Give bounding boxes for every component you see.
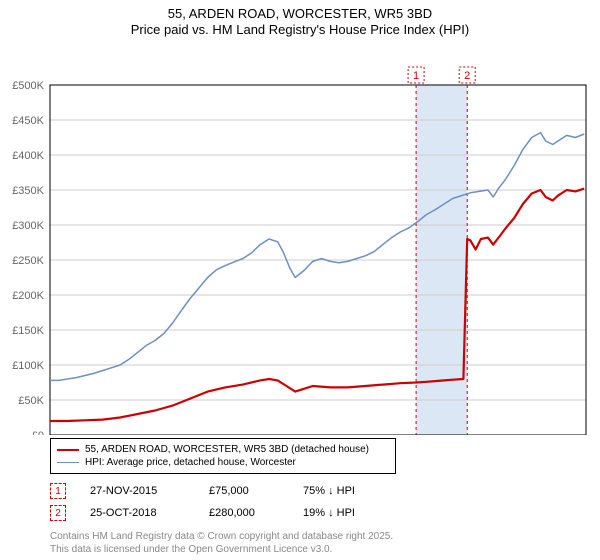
y-tick-label: £50K <box>18 395 44 407</box>
sale-diff: 75% ↓ HPI <box>303 485 393 497</box>
sale-marker-label: 1 <box>413 70 419 82</box>
legend-swatch <box>57 449 79 451</box>
y-tick-label: £400K <box>12 150 44 162</box>
sale-row: 2 25-OCT-2018 £280,000 19% ↓ HPI <box>50 502 393 524</box>
legend-label: HPI: Average price, detached house, Worc… <box>85 457 296 468</box>
y-tick-label: £300K <box>12 220 44 232</box>
y-tick-label: £500K <box>12 80 44 92</box>
y-tick-label: £450K <box>12 115 44 127</box>
sale-date: 25-OCT-2018 <box>90 507 185 519</box>
sale-diff: 19% ↓ HPI <box>303 507 393 519</box>
y-tick-label: £150K <box>12 325 44 337</box>
legend: 55, ARDEN ROAD, WORCESTER, WR5 3BD (deta… <box>50 438 396 474</box>
sale-row: 1 27-NOV-2015 £75,000 75% ↓ HPI <box>50 480 393 502</box>
legend-swatch <box>57 462 79 463</box>
y-tick-label: £250K <box>12 255 44 267</box>
line-chart: £0 £50K £100K £150K £200K £250K £300K £350K £400… <box>0 39 600 435</box>
legend-row: HPI: Average price, detached house, Worc… <box>57 456 389 469</box>
sale-marker-icon: 2 <box>50 505 66 521</box>
y-tick-label: £100K <box>12 360 44 372</box>
attribution: Contains HM Land Registry data © Crown c… <box>50 530 393 556</box>
title-line2: Price paid vs. HM Land Registry's House … <box>0 22 600 38</box>
sale-date: 27-NOV-2015 <box>90 485 185 497</box>
legend-row: 55, ARDEN ROAD, WORCESTER, WR5 3BD (deta… <box>57 443 389 456</box>
chart-title: 55, ARDEN ROAD, WORCESTER, WR5 3BD Price… <box>0 0 600 39</box>
title-line1: 55, ARDEN ROAD, WORCESTER, WR5 3BD <box>0 6 600 22</box>
sale-price: £75,000 <box>209 485 279 497</box>
attrib-line1: Contains HM Land Registry data © Crown c… <box>50 530 393 543</box>
y-tick-label: £350K <box>12 185 44 197</box>
y-tick-label: £0 <box>32 430 44 435</box>
sale-price: £280,000 <box>209 507 279 519</box>
sale-marker-icon: 1 <box>50 483 66 499</box>
sale-marker-label: 2 <box>464 70 470 82</box>
y-tick-label: £200K <box>12 290 44 302</box>
series-hpi <box>50 132 584 380</box>
attrib-line2: This data is licensed under the Open Gov… <box>50 543 393 556</box>
series-price_paid <box>50 188 584 420</box>
legend-label: 55, ARDEN ROAD, WORCESTER, WR5 3BD (deta… <box>85 444 369 455</box>
sales-table: 1 27-NOV-2015 £75,000 75% ↓ HPI 2 25-OCT-2018… <box>50 480 393 524</box>
